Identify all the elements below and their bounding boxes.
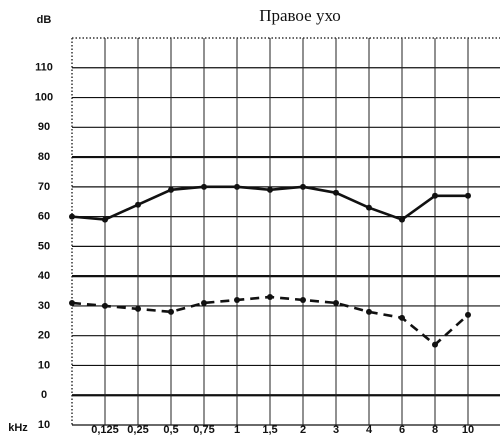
y-tick-label: 80 xyxy=(38,151,50,163)
point xyxy=(300,296,306,303)
y-tick-label: 60 xyxy=(38,211,50,223)
y-tick-label: 50 xyxy=(38,240,50,252)
point xyxy=(69,299,75,306)
x-tick-label: 4 xyxy=(366,424,373,436)
point xyxy=(135,305,141,312)
x-tick-label: 6 xyxy=(399,424,405,436)
y-tick-label: 10 xyxy=(38,359,50,371)
x-tick-label: 1,5 xyxy=(262,424,277,436)
point xyxy=(366,308,372,315)
point xyxy=(333,299,339,306)
x-tick-label: 0,5 xyxy=(163,424,178,436)
point xyxy=(399,216,405,223)
x-tick-label: 8 xyxy=(432,424,438,436)
y-tick-label: 0 xyxy=(41,389,47,401)
y-tick-label: 90 xyxy=(38,121,50,133)
point xyxy=(432,192,438,199)
x-tick-label: 1 xyxy=(234,424,240,436)
point xyxy=(333,189,339,196)
x-tick-label: 0,75 xyxy=(193,424,214,436)
point xyxy=(102,216,108,223)
point xyxy=(168,308,174,315)
y-tick-label: 40 xyxy=(38,270,50,282)
point xyxy=(69,213,75,220)
point xyxy=(432,341,438,348)
chart-title: Правое ухо xyxy=(259,6,341,25)
point xyxy=(366,204,372,211)
y-tick-label: 10 xyxy=(38,419,50,431)
point xyxy=(267,293,273,300)
x-tick-label: 0,25 xyxy=(127,424,148,436)
point xyxy=(168,186,174,193)
x-tick-label: 10 xyxy=(462,424,474,436)
y-tick-label: 70 xyxy=(38,181,50,193)
y-tick-label: 100 xyxy=(35,91,53,103)
point xyxy=(201,183,207,190)
point xyxy=(399,314,405,321)
y-axis-label: dB xyxy=(37,14,52,26)
x-axis-label: kHz xyxy=(8,422,28,434)
point xyxy=(300,183,306,190)
x-tick-label: 2 xyxy=(300,424,306,436)
point xyxy=(465,192,471,199)
point xyxy=(201,299,207,306)
y-tick-label: 30 xyxy=(38,300,50,312)
point xyxy=(102,302,108,309)
x-tick-label: 0,125 xyxy=(91,424,119,436)
point xyxy=(465,311,471,318)
point xyxy=(135,201,141,208)
point xyxy=(234,183,240,190)
x-tick-label: 3 xyxy=(333,424,339,436)
point xyxy=(234,296,240,303)
point xyxy=(267,186,273,193)
y-tick-label: 110 xyxy=(35,62,53,74)
y-tick-label: 20 xyxy=(38,330,50,342)
